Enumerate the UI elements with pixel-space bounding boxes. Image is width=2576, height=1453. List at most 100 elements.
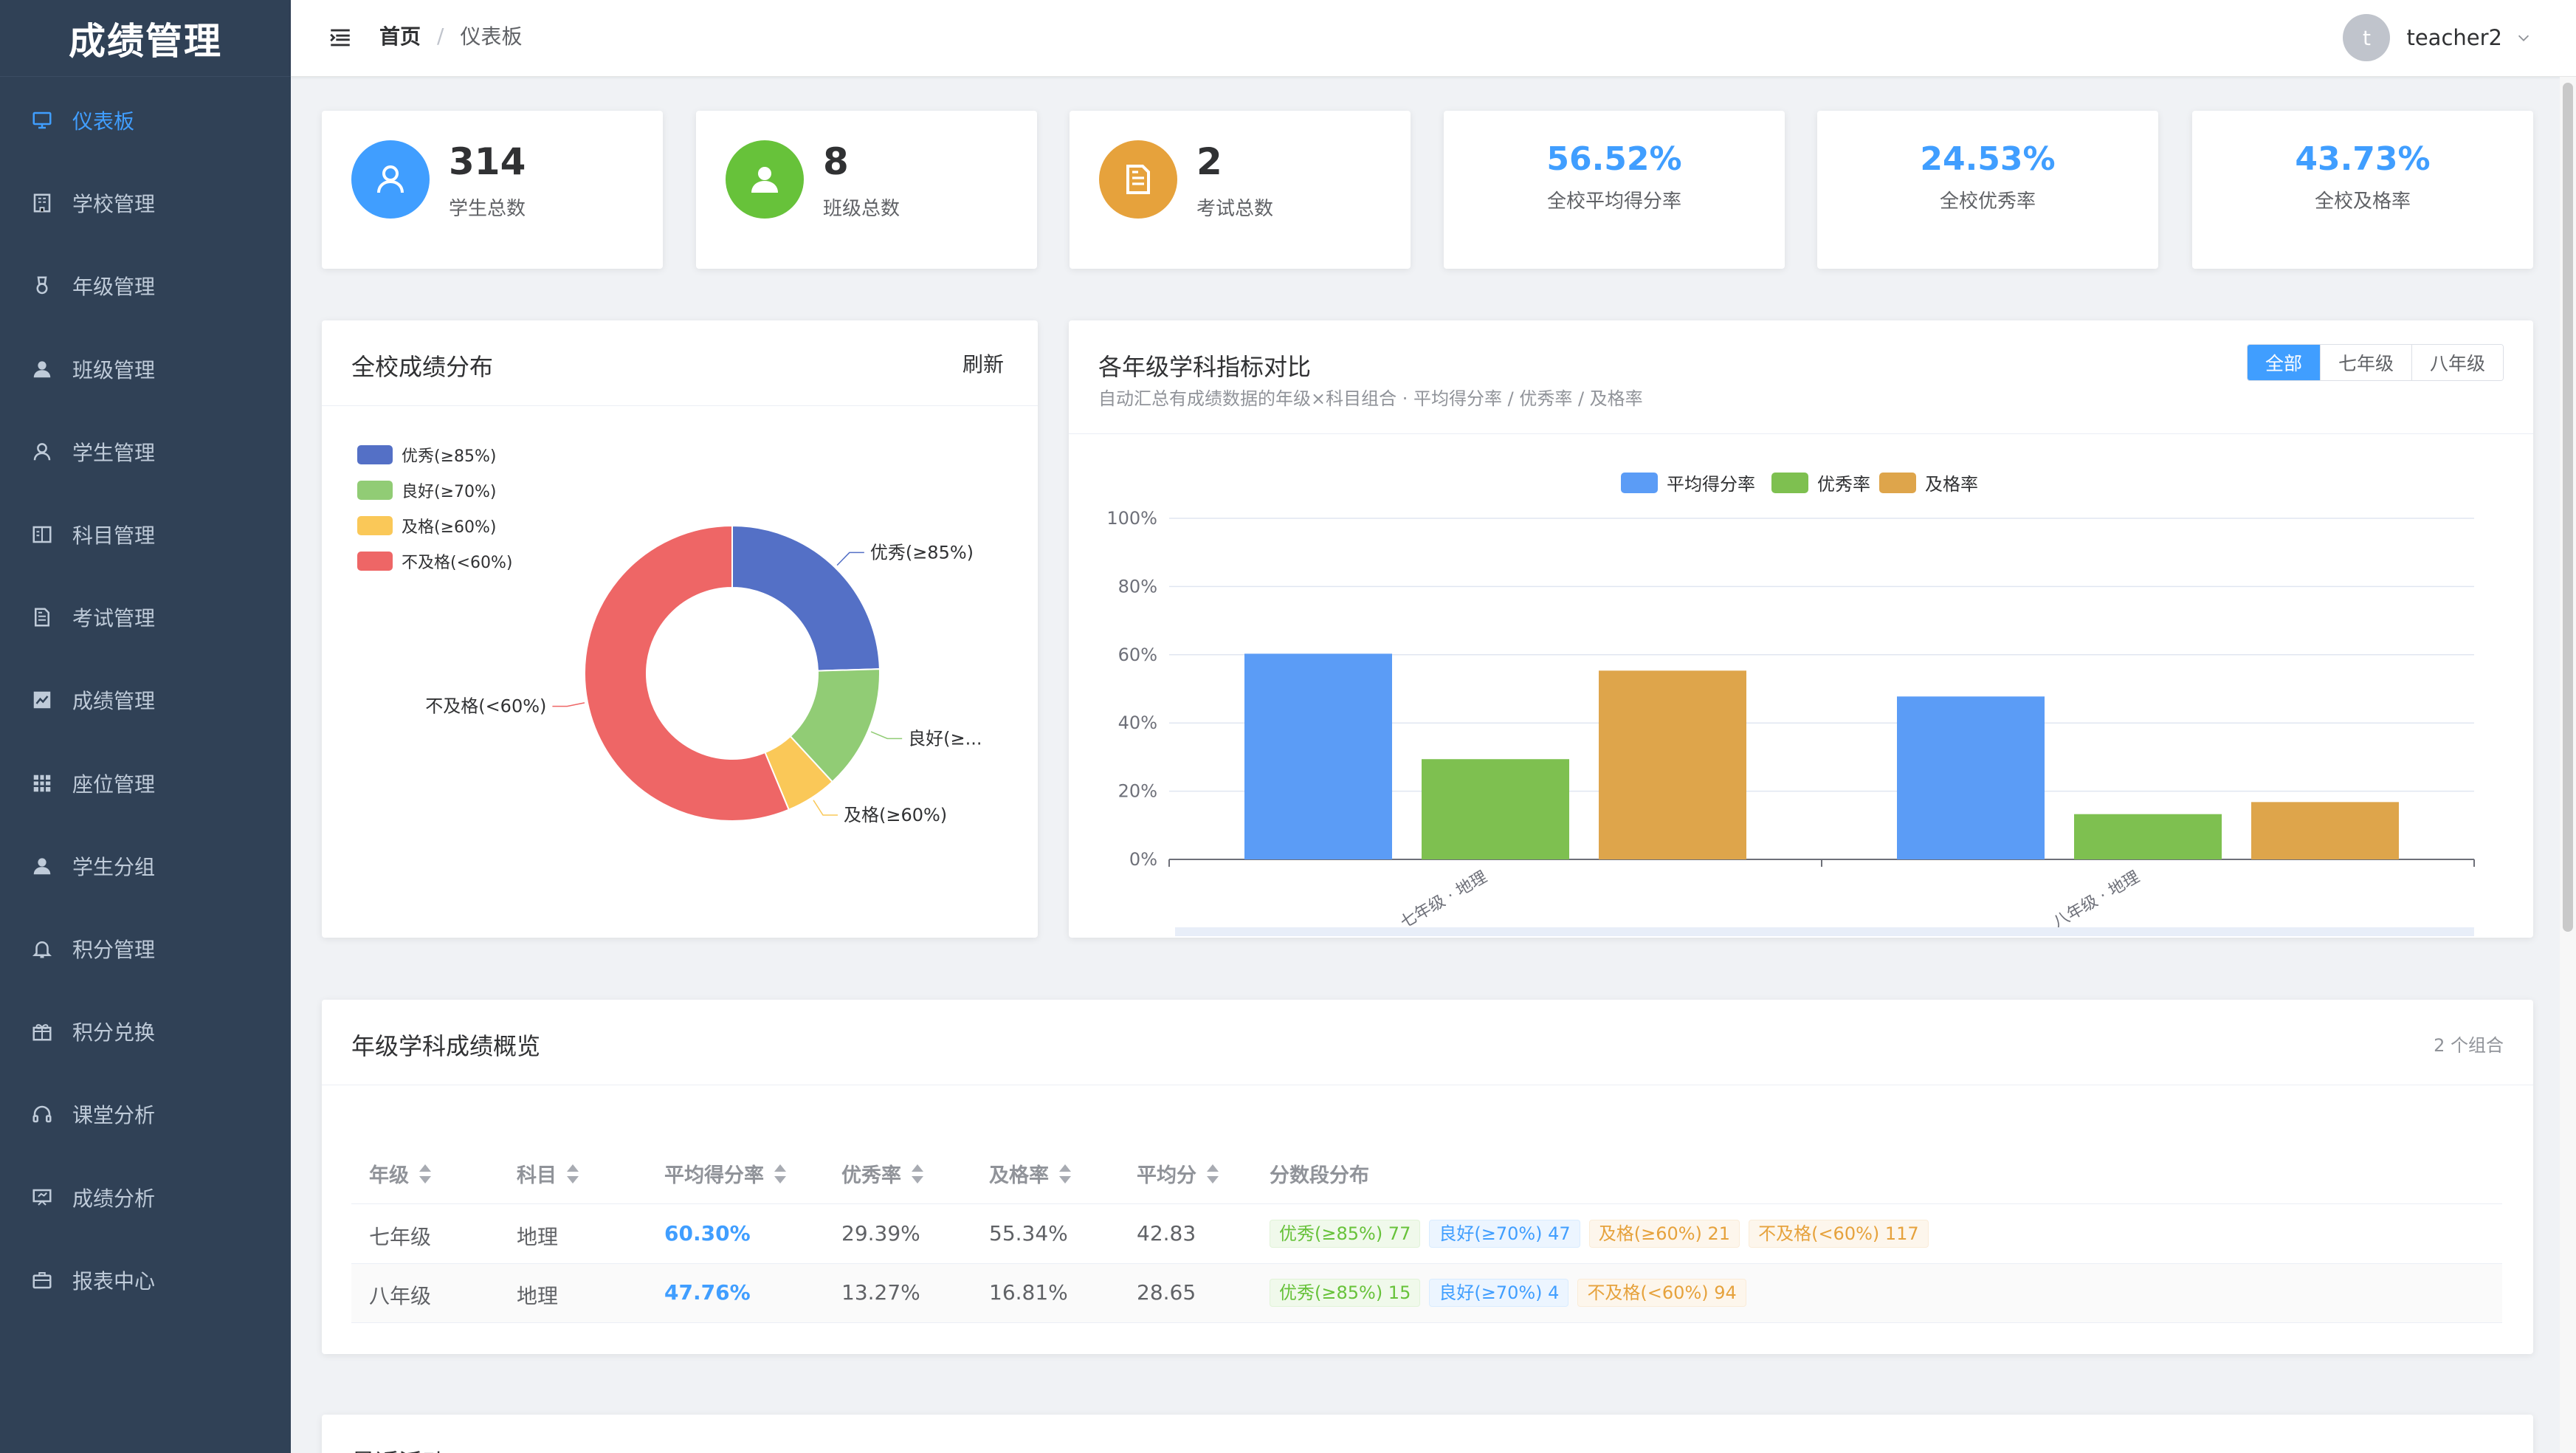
bar[interactable]: [1599, 670, 1746, 859]
table-cell-avg: 42.83: [1137, 1221, 1196, 1246]
vertical-scrollbar[interactable]: [2560, 77, 2576, 1453]
pie-legend-item[interactable]: 及格(≥60%): [357, 514, 497, 537]
panel-header: 年级学科成绩概览 2 个组合: [322, 1000, 2533, 1085]
combination-count: 2 个组合: [2434, 1035, 2504, 1056]
user-icon: [30, 439, 55, 464]
panel-title: 全校成绩分布: [351, 353, 494, 381]
bar-legend-item[interactable]: 及格率: [1879, 473, 1978, 495]
rate-label: 全校优秀率: [1939, 190, 2036, 213]
sidebar-item-3[interactable]: 班级管理: [0, 340, 291, 399]
column-header[interactable]: 年级: [369, 1159, 431, 1188]
notebook-icon: [30, 522, 55, 547]
legend-swatch: [357, 481, 393, 500]
y-tick-label: 60%: [1118, 645, 1157, 665]
table-row[interactable]: [351, 1264, 2502, 1323]
sidebar-item-13[interactable]: 成绩分析: [0, 1168, 291, 1227]
bar-legend-item[interactable]: 优秀率: [1771, 473, 1870, 495]
sidebar-item-14[interactable]: 报表中心: [0, 1251, 291, 1310]
legend-label: 及格率: [1925, 474, 1978, 495]
pie-legend-item[interactable]: 良好(≥70%): [357, 478, 497, 502]
filter-tab[interactable]: 全部: [2247, 345, 2320, 380]
topbar: 首页 / 仪表板 t teacher2: [291, 0, 2576, 77]
recent-activity-panel: 最近活动: [322, 1415, 2533, 1453]
column-header[interactable]: 分数段分布: [1270, 1159, 1369, 1188]
pie-label-line: [836, 552, 864, 566]
grade-subject-comparison-panel: 各年级学科指标对比 自动汇总有成绩数据的年级×科目组合 · 平均得分率 / 优秀…: [1069, 320, 2533, 938]
sort-caret-icon[interactable]: [1059, 1164, 1071, 1184]
chevron-down-icon[interactable]: [2515, 30, 2532, 46]
office-building-icon: [30, 190, 55, 216]
panel-header: 各年级学科指标对比 自动汇总有成绩数据的年级×科目组合 · 平均得分率 / 优秀…: [1069, 320, 2533, 434]
sort-caret-icon[interactable]: [912, 1164, 923, 1184]
table-row[interactable]: [351, 1205, 2502, 1264]
sidebar-item-9[interactable]: 学生分组: [0, 837, 291, 896]
user-menu[interactable]: t teacher2: [2343, 13, 2532, 62]
bar[interactable]: [1897, 696, 2045, 859]
app-logo[interactable]: 成绩管理: [0, 0, 291, 77]
sidebar-item-label: 成绩分析: [72, 1186, 156, 1211]
rate-label: 全校平均得分率: [1546, 190, 1681, 213]
table-header-divider: [351, 1203, 2502, 1204]
panel-title: 年级学科成绩概览: [351, 1032, 541, 1060]
column-header[interactable]: 平均得分率: [664, 1159, 786, 1188]
pie-legend-item[interactable]: 优秀(≥85%): [357, 443, 497, 467]
sidebar-item-label: 科目管理: [72, 523, 156, 548]
filter-tab[interactable]: 八年级: [2411, 345, 2503, 380]
sidebar-item-label: 学生分组: [72, 854, 156, 879]
pie-slice[interactable]: [584, 524, 791, 822]
sort-caret-icon[interactable]: [419, 1164, 431, 1184]
legend-swatch: [357, 516, 393, 535]
grid-icon: [30, 771, 55, 796]
bar[interactable]: [2251, 802, 2399, 859]
table-cell-subject: 地理: [517, 1284, 559, 1308]
score-band-tag: 优秀(≥85%) 15: [1270, 1279, 1421, 1307]
bar[interactable]: [1422, 759, 1569, 859]
sort-caret-icon[interactable]: [774, 1164, 786, 1184]
rate-card: 24.53% 全校优秀率: [1817, 111, 2158, 269]
bar[interactable]: [1244, 653, 1392, 859]
legend-label: 良好(≥70%): [402, 483, 497, 501]
breadcrumb-home[interactable]: 首页: [379, 24, 421, 49]
sidebar-item-0[interactable]: 仪表板: [0, 91, 291, 150]
refresh-button[interactable]: 刷新: [962, 352, 1004, 377]
score-band-tag: 良好(≥70%) 4: [1429, 1279, 1569, 1307]
rate-value: 56.52%: [1546, 140, 1682, 178]
sidebar-item-8[interactable]: 座位管理: [0, 754, 291, 813]
pie-slice[interactable]: [731, 524, 881, 672]
sidebar-item-label: 座位管理: [72, 772, 156, 797]
sidebar-item-12[interactable]: 课堂分析: [0, 1085, 291, 1144]
sort-caret-icon[interactable]: [1207, 1164, 1219, 1184]
sidebar-item-6[interactable]: 考试管理: [0, 588, 291, 647]
pie-slice-label: 不及格(<60%): [425, 696, 546, 717]
avatar[interactable]: t: [2343, 14, 2391, 61]
sort-caret-icon[interactable]: [567, 1164, 579, 1184]
table-cell-excellent: 29.39%: [841, 1221, 920, 1246]
donut-chart: 优秀(≥85%) 良好(≥... 及格(≥60%) 不及格(<60%): [425, 524, 982, 825]
column-header[interactable]: 及格率: [989, 1159, 1071, 1188]
scrollbar-thumb[interactable]: [2563, 83, 2573, 932]
sidebar-item-10[interactable]: 积分管理: [0, 919, 291, 978]
data-zoom-slider[interactable]: [1175, 927, 2474, 936]
column-header[interactable]: 优秀率: [841, 1159, 923, 1188]
filter-tab[interactable]: 七年级: [2319, 345, 2411, 380]
sidebar-item-7[interactable]: 成绩管理: [0, 670, 291, 729]
sidebar-item-label: 课堂分析: [72, 1103, 156, 1128]
sidebar-item-1[interactable]: 学校管理: [0, 174, 291, 233]
sidebar-item-2[interactable]: 年级管理: [0, 256, 291, 315]
sidebar-item-label: 仪表板: [72, 109, 135, 134]
rate-label: 全校及格率: [2314, 190, 2411, 213]
bar-legend-item[interactable]: 平均得分率: [1621, 473, 1755, 495]
user-name[interactable]: teacher2: [2406, 25, 2502, 50]
bar[interactable]: [2074, 814, 2222, 859]
column-header[interactable]: 平均分: [1137, 1159, 1219, 1188]
sidebar-item-4[interactable]: 学生管理: [0, 422, 291, 481]
pie-legend-item[interactable]: 不及格(<60%): [357, 549, 513, 573]
column-header[interactable]: 科目: [517, 1159, 579, 1188]
hamburger-icon[interactable]: [328, 25, 353, 50]
sidebar-item-5[interactable]: 科目管理: [0, 505, 291, 564]
column-header-label: 优秀率: [841, 1164, 901, 1187]
legend-label: 优秀率: [1817, 474, 1870, 495]
column-header-label: 分数段分布: [1270, 1164, 1369, 1187]
sidebar-item-11[interactable]: 积分兑换: [0, 1002, 291, 1061]
grade-subject-overview-panel: 年级学科成绩概览 2 个组合 年级 科目 平均得分率 优秀率 及格率 平均分 分数段分布 七年…: [322, 1000, 2533, 1354]
